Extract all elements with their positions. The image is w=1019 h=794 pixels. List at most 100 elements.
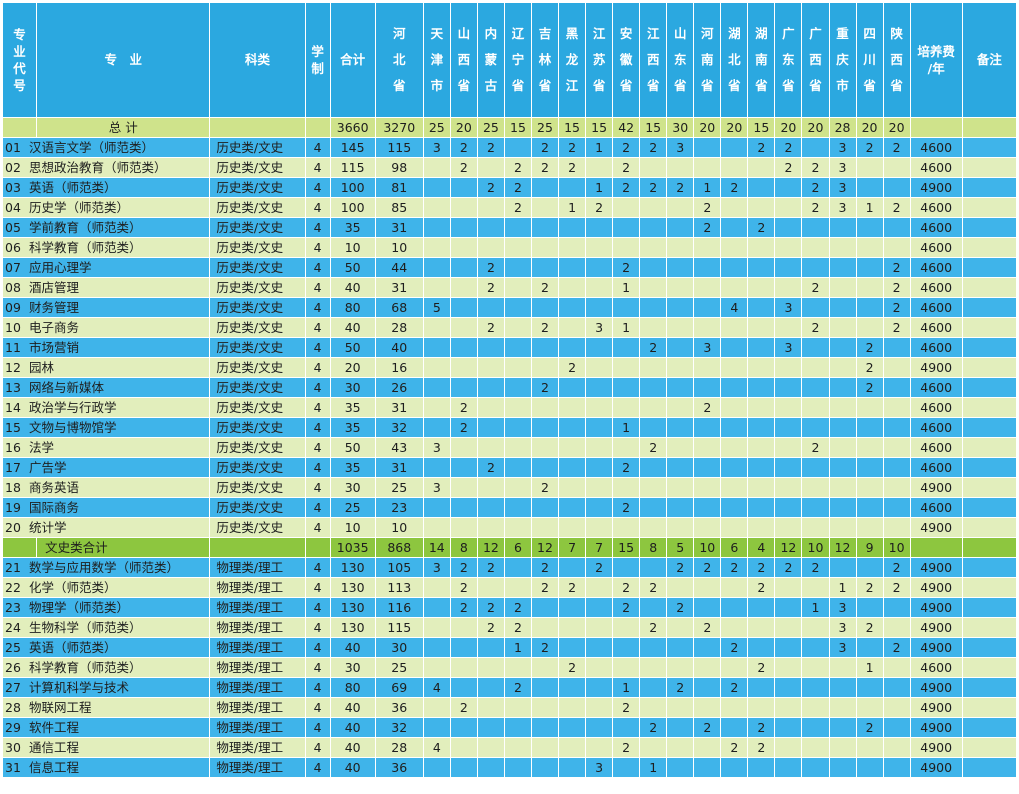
major-code: 29: [5, 720, 21, 735]
header-char: 省: [728, 78, 741, 93]
province-cell: [476, 697, 505, 718]
major-cell: 22 化学（师范类）: [1, 577, 211, 598]
note-cell: [961, 437, 1018, 458]
province-cell: 2: [693, 557, 722, 578]
province-cell: 2: [747, 557, 776, 578]
province-cell: [585, 337, 614, 358]
header-p_hunan: 湖南省: [747, 2, 776, 118]
province-cell: [693, 737, 722, 758]
province-cell: [422, 617, 451, 638]
province-cell: [774, 717, 803, 738]
province-cell: [639, 417, 668, 438]
header-char: 专: [13, 26, 26, 42]
province-cell: [558, 177, 587, 198]
major-code: 27: [5, 680, 21, 695]
province-cell: [503, 217, 532, 238]
province-cell: [585, 477, 614, 498]
province-cell: [476, 337, 505, 358]
province-cell: 2: [449, 417, 478, 438]
province-cell: [693, 497, 722, 518]
province-cell: [558, 517, 587, 538]
note-cell: [961, 537, 1018, 558]
province-cell: 12: [530, 537, 560, 558]
province-cell: 2: [855, 377, 884, 398]
header-p_jilin: 吉林省: [530, 2, 560, 118]
header-char: /年: [927, 60, 945, 76]
fee-cell: [909, 537, 963, 558]
province-cell: [639, 297, 668, 318]
fee-cell: 4900: [909, 637, 963, 658]
years-cell: 4: [304, 477, 331, 498]
province-cell: [422, 577, 451, 598]
major-name: 软件工程: [29, 720, 80, 735]
province-cell: [747, 257, 776, 278]
province-cell: 9: [855, 537, 884, 558]
province-cell: [747, 277, 776, 298]
province-cell: [720, 357, 749, 378]
category-cell: 物理类/理工: [209, 597, 306, 618]
province-cell: [855, 497, 884, 518]
province-cell: [855, 437, 884, 458]
province-cell: [828, 697, 857, 718]
total-cell: 100: [329, 177, 376, 198]
province-cell: [882, 357, 911, 378]
province-cell: [422, 497, 451, 518]
province-cell: [882, 217, 911, 238]
total-cell: 35: [329, 217, 376, 238]
header-p_jiangxi: 江西省: [639, 2, 668, 118]
province-cell: 2: [530, 577, 560, 598]
province-cell: 3: [422, 557, 451, 578]
total-cell: 130: [329, 577, 376, 598]
header-char: 省: [511, 78, 525, 93]
province-cell: 12: [476, 537, 505, 558]
province-cell: [449, 357, 478, 378]
province-cell: 2: [530, 277, 560, 298]
header-char: 西: [890, 52, 903, 67]
province-cell: [530, 197, 560, 218]
province-cell: [558, 277, 587, 298]
province-cell: 2: [882, 197, 911, 218]
major-cell: 11 市场营销: [1, 337, 211, 358]
major-cell: 26 科学教育（师范类）: [1, 657, 211, 678]
province-cell: [422, 357, 451, 378]
province-cell: [801, 677, 830, 698]
fee-cell: 4900: [909, 357, 963, 378]
fee-cell: 4600: [909, 137, 963, 158]
province-cell: [720, 257, 749, 278]
note-cell: [961, 597, 1018, 618]
province-cell: [693, 237, 722, 258]
province-cell: [801, 477, 830, 498]
province-cell: [503, 237, 532, 258]
province-cell: [476, 517, 505, 538]
fee-cell: 4900: [909, 617, 963, 638]
fee-cell: 4600: [909, 417, 963, 438]
major-cell: 19 国际商务: [1, 497, 211, 518]
province-cell: [828, 457, 857, 478]
major-name: 英语（师范类）: [29, 640, 117, 655]
province-cell: [558, 257, 587, 278]
province-cell: [449, 297, 478, 318]
province-cell: [612, 757, 641, 778]
category-cell: [209, 537, 306, 558]
fee-cell: 4900: [909, 177, 963, 198]
province-cell: [828, 277, 857, 298]
category-cell: 物理类/理工: [209, 557, 306, 578]
province-cell: 2: [666, 677, 695, 698]
header-p_chongqing: 重庆市: [828, 2, 857, 118]
province-cell: [666, 297, 695, 318]
major-code: 07: [5, 260, 21, 275]
province-cell: 44: [374, 257, 424, 278]
header-char: 培养费: [917, 43, 955, 59]
province-cell: 2: [747, 717, 776, 738]
province-cell: 1: [855, 657, 884, 678]
province-cell: [774, 637, 803, 658]
province-cell: [530, 517, 560, 538]
province-cell: [720, 617, 749, 638]
major-code: 15: [5, 420, 21, 435]
province-cell: 2: [720, 557, 749, 578]
province-cell: 2: [693, 217, 722, 238]
province-cell: 2: [530, 157, 560, 178]
note-cell: [961, 497, 1018, 518]
header-char: 古: [484, 78, 498, 93]
province-cell: 2: [476, 617, 505, 638]
